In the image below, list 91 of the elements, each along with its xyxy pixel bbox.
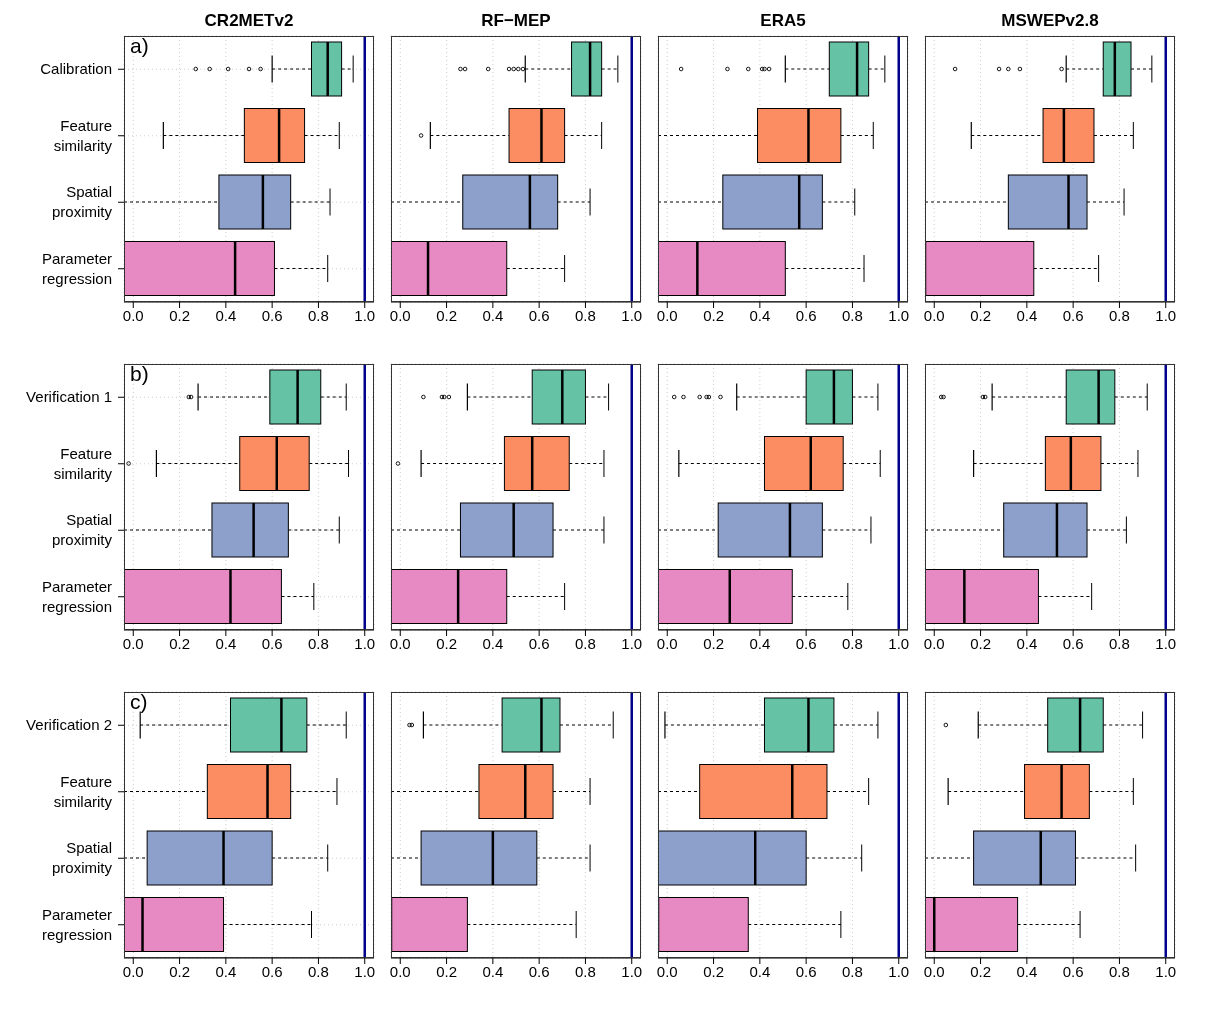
x-tick-label: 0.8	[575, 634, 596, 652]
x-tick-label: 0.4	[215, 634, 237, 652]
x-tick-label: 0.2	[169, 306, 190, 324]
y-tick-label: Spatial proximity	[51, 183, 113, 221]
x-tick-label: 0.8	[1109, 634, 1130, 652]
y-tick-label: Calibration	[40, 60, 112, 78]
x-tick-label: 0.6	[795, 634, 817, 652]
y-tick-label: Parameter regression	[41, 249, 112, 287]
x-tick-label: 0.4	[482, 306, 504, 324]
x-tick-label: 0.0	[122, 634, 144, 652]
x-tick-label: 0.8	[575, 306, 596, 324]
x-tick-label: 0.2	[436, 634, 457, 652]
chart-title: CR2METv2	[203, 10, 295, 32]
x-tick-label: 0.6	[1062, 962, 1084, 980]
x-tick-label: 0.2	[436, 306, 457, 324]
x-tick-label: 0.4	[215, 306, 237, 324]
x-tick-label: 0.2	[436, 962, 457, 980]
x-tick-label: 1.0	[888, 634, 910, 652]
x-tick-label: 0.8	[842, 634, 863, 652]
annotation: c)	[130, 690, 148, 714]
x-tick-label: 0.2	[703, 306, 724, 324]
x-tick-label: 0.4	[215, 962, 237, 980]
x-tick-label: 0.6	[528, 634, 550, 652]
x-tick-label: 1.0	[354, 962, 376, 980]
x-tick-label: 0.8	[1109, 306, 1130, 324]
x-tick-label: 0.0	[656, 306, 678, 324]
x-tick-label: 0.8	[308, 306, 329, 324]
y-tick-label: Spatial proximity	[51, 511, 113, 549]
y-tick-label: Feature similarity	[53, 772, 113, 810]
y-tick-label: Parameter regression	[41, 905, 112, 943]
x-tick-label: 1.0	[1155, 962, 1177, 980]
x-tick-label: 1.0	[621, 962, 643, 980]
x-tick-label: 0.8	[575, 962, 596, 980]
x-tick-label: 0.8	[842, 962, 863, 980]
x-tick-label: 0.2	[169, 962, 190, 980]
x-tick-label: 0.2	[970, 962, 991, 980]
x-tick-label: 0.6	[261, 962, 283, 980]
x-tick-label: 0.8	[308, 962, 329, 980]
x-tick-label: 0.2	[703, 634, 724, 652]
y-tick-label: Spatial proximity	[51, 839, 113, 877]
x-tick-label: 0.0	[923, 306, 945, 324]
x-tick-label: 1.0	[621, 634, 643, 652]
x-tick-label: 0.4	[482, 962, 504, 980]
x-tick-label: 1.0	[354, 306, 376, 324]
x-tick-label: 0.2	[703, 962, 724, 980]
x-tick-label: 0.0	[923, 962, 945, 980]
x-tick-label: 1.0	[1155, 634, 1177, 652]
y-tick-label: Verification 1	[26, 388, 112, 406]
x-tick-label: 0.4	[1016, 962, 1038, 980]
x-tick-label: 1.0	[1155, 306, 1177, 324]
x-tick-label: 0.0	[122, 306, 144, 324]
x-tick-label: 0.6	[1062, 634, 1084, 652]
x-tick-label: 0.8	[842, 306, 863, 324]
y-tick-label: Parameter regression	[41, 577, 112, 615]
x-tick-label: 0.4	[749, 306, 771, 324]
x-tick-label: 0.2	[970, 306, 991, 324]
x-tick-label: 0.6	[795, 306, 817, 324]
x-tick-label: 1.0	[888, 962, 910, 980]
x-tick-label: 0.6	[795, 962, 817, 980]
x-tick-label: 0.6	[261, 306, 283, 324]
x-tick-label: 1.0	[354, 634, 376, 652]
x-tick-label: 0.4	[1016, 634, 1038, 652]
y-tick-label: Feature similarity	[53, 444, 113, 482]
x-tick-label: 0.0	[389, 306, 411, 324]
x-tick-label: 0.0	[656, 962, 678, 980]
annotation: a)	[130, 34, 149, 58]
x-tick-label: 1.0	[888, 306, 910, 324]
x-tick-label: 0.0	[389, 962, 411, 980]
x-tick-label: 0.2	[169, 634, 190, 652]
x-tick-label: 0.4	[1016, 306, 1038, 324]
x-tick-label: 0.0	[122, 962, 144, 980]
x-tick-label: 0.8	[1109, 962, 1130, 980]
x-tick-label: 1.0	[621, 306, 643, 324]
x-tick-label: 0.8	[308, 634, 329, 652]
chart-title: ERA5	[759, 10, 807, 32]
x-tick-label: 0.0	[389, 634, 411, 652]
x-tick-label: 0.6	[528, 962, 550, 980]
annotation: b)	[130, 362, 149, 386]
x-tick-label: 0.4	[749, 962, 771, 980]
x-tick-label: 0.4	[749, 634, 771, 652]
x-tick-label: 0.6	[528, 306, 550, 324]
x-tick-label: 0.0	[923, 634, 945, 652]
x-tick-label: 0.2	[970, 634, 991, 652]
x-tick-label: 0.0	[656, 634, 678, 652]
x-tick-label: 0.6	[1062, 306, 1084, 324]
chart-title: MSWEPv2.8	[1000, 10, 1100, 32]
chart-title: RF−MEP	[480, 10, 552, 32]
x-tick-label: 0.6	[261, 634, 283, 652]
y-tick-label: Feature similarity	[53, 116, 113, 154]
y-tick-label: Verification 2	[26, 716, 112, 734]
x-tick-label: 0.4	[482, 634, 504, 652]
